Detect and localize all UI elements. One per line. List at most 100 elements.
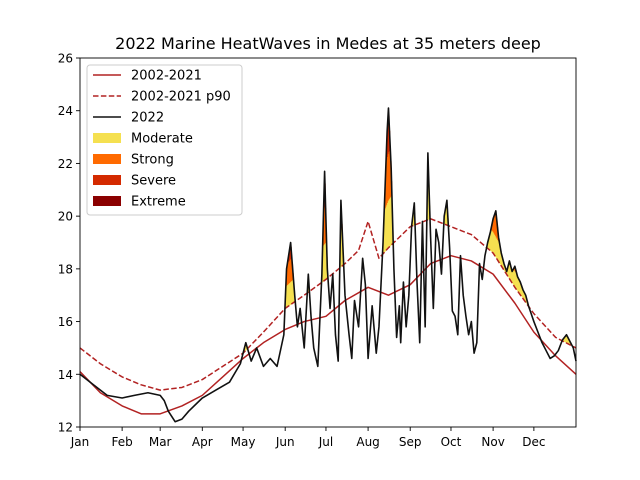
heatwave-moderate-fill: [518, 278, 520, 293]
heatwave-moderate-fill: [385, 208, 387, 252]
series-line-p90: [79, 218, 577, 391]
heatwave-severe-fill: [288, 253, 290, 262]
heatwave-strong-fill: [290, 259, 292, 282]
heatwave-strong-fill: [323, 208, 326, 245]
heatwave-moderate-fill: [444, 210, 446, 225]
chart-title: 2022 Marine HeatWaves in Medes at 35 met…: [115, 34, 541, 53]
heatwave-severe-fill: [289, 244, 292, 260]
heatwave-moderate-fill: [491, 230, 493, 253]
heatwave-moderate-fill: [506, 270, 508, 275]
heatwave-moderate-fill: [289, 282, 292, 305]
heatwave-moderate-fill: [495, 236, 497, 257]
heatwave-moderate-fill: [493, 232, 495, 254]
x-tick-label: Aug: [356, 435, 379, 449]
heatwave-moderate-fill: [563, 337, 565, 342]
heatwave-strong-fill: [286, 266, 288, 286]
heatwave-moderate-fill: [288, 283, 290, 306]
heatwave-strong-fill: [495, 217, 497, 238]
heatwave-severe-fill: [387, 114, 389, 155]
heatwave-moderate-fill: [563, 338, 565, 342]
heatwave-moderate-fill: [517, 277, 519, 292]
heatwave-strong-fill: [287, 263, 289, 286]
heatwave-severe-fill: [387, 125, 389, 158]
heatwave-strong-fill: [389, 149, 391, 198]
legend-label: Severe: [131, 174, 176, 189]
legend-label: 2002-2021: [131, 69, 202, 84]
y-tick-label: 22: [58, 157, 73, 171]
heatwave-strong-fill: [387, 154, 389, 202]
heatwave-moderate-fill: [489, 233, 491, 251]
heatwave-strong-fill: [491, 223, 493, 231]
heatwave-strong-fill: [385, 162, 387, 207]
heatwave-moderate-fill: [522, 288, 524, 299]
legend-patch-swatch: [93, 133, 121, 143]
heatwave-moderate-fill: [525, 294, 527, 302]
plot-frame: [79, 57, 577, 428]
x-tick-label: Jul: [318, 435, 333, 449]
heatwave-moderate-fill: [503, 264, 506, 271]
x-tick-label: Nov: [481, 435, 504, 449]
heatwave-moderate-fill: [490, 230, 492, 252]
heatwave-moderate-fill: [497, 239, 499, 261]
heatwave-moderate-fill: [323, 244, 326, 281]
y-tick-label: 26: [58, 52, 73, 66]
heatwave-moderate-fill: [383, 214, 385, 253]
heatwave-strong-fill: [388, 152, 390, 200]
heatwave-moderate-fill: [286, 285, 288, 308]
heatwave-moderate-fill: [512, 269, 514, 285]
heatwave-moderate-fill: [499, 247, 501, 265]
heatwave-moderate-fill: [389, 197, 391, 247]
heatwave-moderate-fill: [287, 284, 289, 307]
legend-label: Strong: [131, 153, 174, 168]
heatwave-moderate-fill: [386, 204, 388, 250]
heatwave-moderate-fill: [503, 262, 505, 270]
heatwave-moderate-fill: [391, 195, 393, 245]
heatwave-moderate-fill: [500, 251, 502, 266]
heatwave-moderate-fill: [291, 280, 294, 304]
legend-label: 2022: [131, 111, 164, 126]
series-line-climatology: [79, 254, 577, 415]
heatwave-moderate-fill: [384, 210, 386, 252]
heatwave-moderate-fill: [514, 271, 516, 288]
heatwave-strong-fill: [324, 207, 326, 244]
heatwave-strong-fill: [514, 266, 516, 271]
heatwave-moderate-fill: [516, 275, 518, 291]
x-tick-label: Oct: [441, 435, 462, 449]
heatwave-moderate-fill: [325, 242, 327, 280]
heatwave-moderate-fill: [521, 286, 523, 298]
x-tick-label: Mar: [149, 435, 172, 449]
legend-label: Moderate: [131, 132, 193, 147]
heatwave-moderate-fill: [340, 229, 342, 267]
heatwave-strong-fill: [389, 150, 391, 199]
heatwave-moderate-fill: [445, 206, 447, 225]
heatwave-moderate-fill: [566, 335, 568, 344]
heatwave-moderate-fill: [496, 238, 498, 259]
heatwave-moderate-fill: [491, 230, 493, 252]
heatwave-moderate-fill: [499, 243, 501, 264]
x-tick-label: Jun: [275, 435, 295, 449]
heatwave-moderate-fill: [564, 336, 566, 343]
heatwave-moderate-fill: [494, 235, 496, 256]
x-tick-label: Sep: [399, 435, 422, 449]
heatwave-moderate-fill: [427, 173, 429, 220]
heatwave-moderate-fill: [508, 264, 510, 278]
x-tick-label: Dec: [522, 435, 545, 449]
heatwave-strong-fill: [387, 157, 389, 203]
heatwave-moderate-fill: [245, 343, 247, 351]
y-tick-label: 12: [58, 421, 73, 435]
heatwave-moderate-fill: [388, 199, 390, 248]
y-tick-label: 20: [58, 210, 73, 224]
heatwave-moderate-fill: [519, 281, 521, 295]
heatwave-moderate-fill: [515, 272, 517, 289]
heatwave-moderate-fill: [341, 229, 343, 267]
heatwave-moderate-fill: [285, 286, 287, 308]
heatwave-moderate-fill: [290, 281, 292, 305]
heatwave-moderate-fill: [520, 285, 523, 297]
legend-box: [86, 64, 243, 216]
heatwave-strong-fill: [291, 258, 293, 282]
heatwave-moderate-fill: [567, 338, 569, 344]
heatwave-moderate-fill: [511, 270, 513, 283]
heatwave-moderate-fill: [385, 206, 387, 251]
